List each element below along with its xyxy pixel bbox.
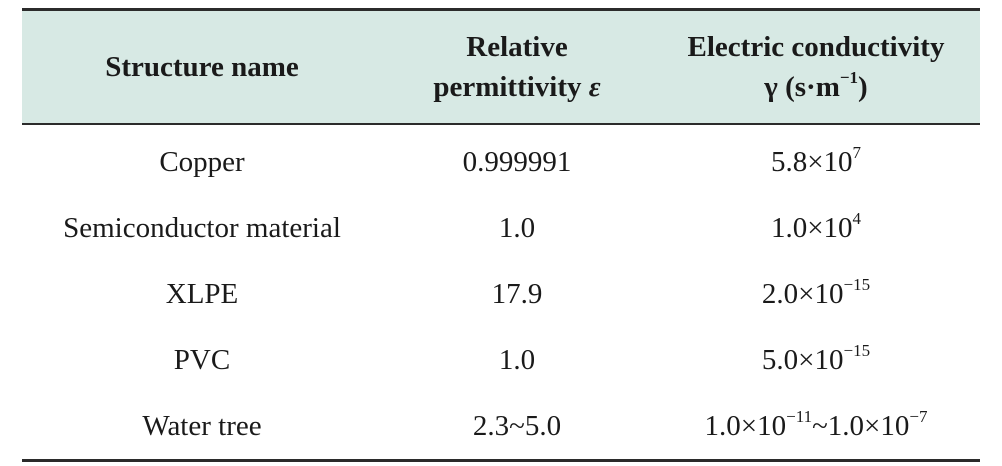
header-conductivity-line1: Electric conductivity: [687, 31, 945, 63]
cell-relative-permittivity: 0.999991: [462, 145, 572, 178]
conductivity-base: 5.8×10: [770, 145, 853, 178]
header-relative-permittivity: Relative permittivity ε: [382, 8, 652, 125]
cell-structure-name: Copper: [159, 145, 245, 178]
header-permittivity-symbol: ε: [588, 71, 601, 103]
cell-electric-conductivity: 5.0×10−15: [652, 327, 980, 393]
header-unit-close: ): [858, 71, 868, 103]
table-body: Copper 0.999991 5.8×107 Semiconductor mater…: [22, 124, 980, 462]
conductivity-base: 1.0×10: [704, 409, 787, 442]
cell-structure-name: XLPE: [165, 277, 239, 310]
cell-structure-name: Water tree: [22, 393, 382, 462]
conductivity-exponent: −11: [786, 406, 813, 426]
header-electric-conductivity: Electric conductivity γ (s·m−1): [652, 8, 980, 125]
cell-structure-name: Semiconductor material: [63, 211, 341, 244]
conductivity-upper-base: 1.0×10: [827, 409, 910, 442]
cell-relative-permittivity: 2.3~5.0: [382, 393, 652, 462]
conductivity-base: 1.0×10: [770, 211, 853, 244]
header-row: Structure name Relative permittivity ε E…: [22, 8, 980, 125]
conductivity-base: 2.0×10: [761, 277, 844, 310]
cell-relative-permittivity: 1.0: [498, 211, 536, 244]
conductivity-base: 5.0×10: [761, 343, 844, 376]
data-table: Structure name Relative permittivity ε E…: [22, 8, 980, 462]
cell-relative-permittivity: 17.9: [491, 277, 543, 310]
table-row: Water tree 2.3~5.0 1.0×10−11~1.0×10−7: [22, 393, 980, 462]
cell-electric-conductivity: 5.8×107: [652, 124, 980, 195]
header-structure-name: Structure name: [22, 8, 382, 125]
range-separator: ~: [812, 409, 828, 442]
conductivity-exponent: −15: [843, 274, 871, 294]
header-unit-exponent: −1: [839, 68, 859, 87]
cell-electric-conductivity: 2.0×10−15: [652, 261, 980, 327]
conductivity-exponent: 7: [852, 142, 862, 162]
header-permittivity-line1: Relative: [466, 31, 568, 63]
conductivity-exponent: −15: [843, 340, 871, 360]
header-unit-base: γ (s·m: [764, 71, 840, 103]
table-header: Structure name Relative permittivity ε E…: [22, 8, 980, 125]
header-structure-label: Structure name: [105, 51, 299, 83]
cell-relative-permittivity: 1.0: [498, 343, 536, 376]
table-row: XLPE 17.9 2.0×10−15: [22, 261, 980, 327]
conductivity-upper-exponent: −7: [909, 406, 928, 426]
conductivity-exponent: 4: [852, 208, 862, 228]
cell-electric-conductivity: 1.0×10−11~1.0×10−7: [652, 393, 980, 462]
cell-structure-name: PVC: [173, 343, 231, 376]
table-row: PVC 1.0 5.0×10−15: [22, 327, 980, 393]
table-row: Semiconductor material 1.0 1.0×104: [22, 195, 980, 261]
header-permittivity-line2: permittivity: [433, 71, 582, 103]
header-conductivity-unit: γ (s·m−1): [764, 68, 868, 103]
cell-electric-conductivity: 1.0×104: [652, 195, 980, 261]
table-row: Copper 0.999991 5.8×107: [22, 124, 980, 195]
